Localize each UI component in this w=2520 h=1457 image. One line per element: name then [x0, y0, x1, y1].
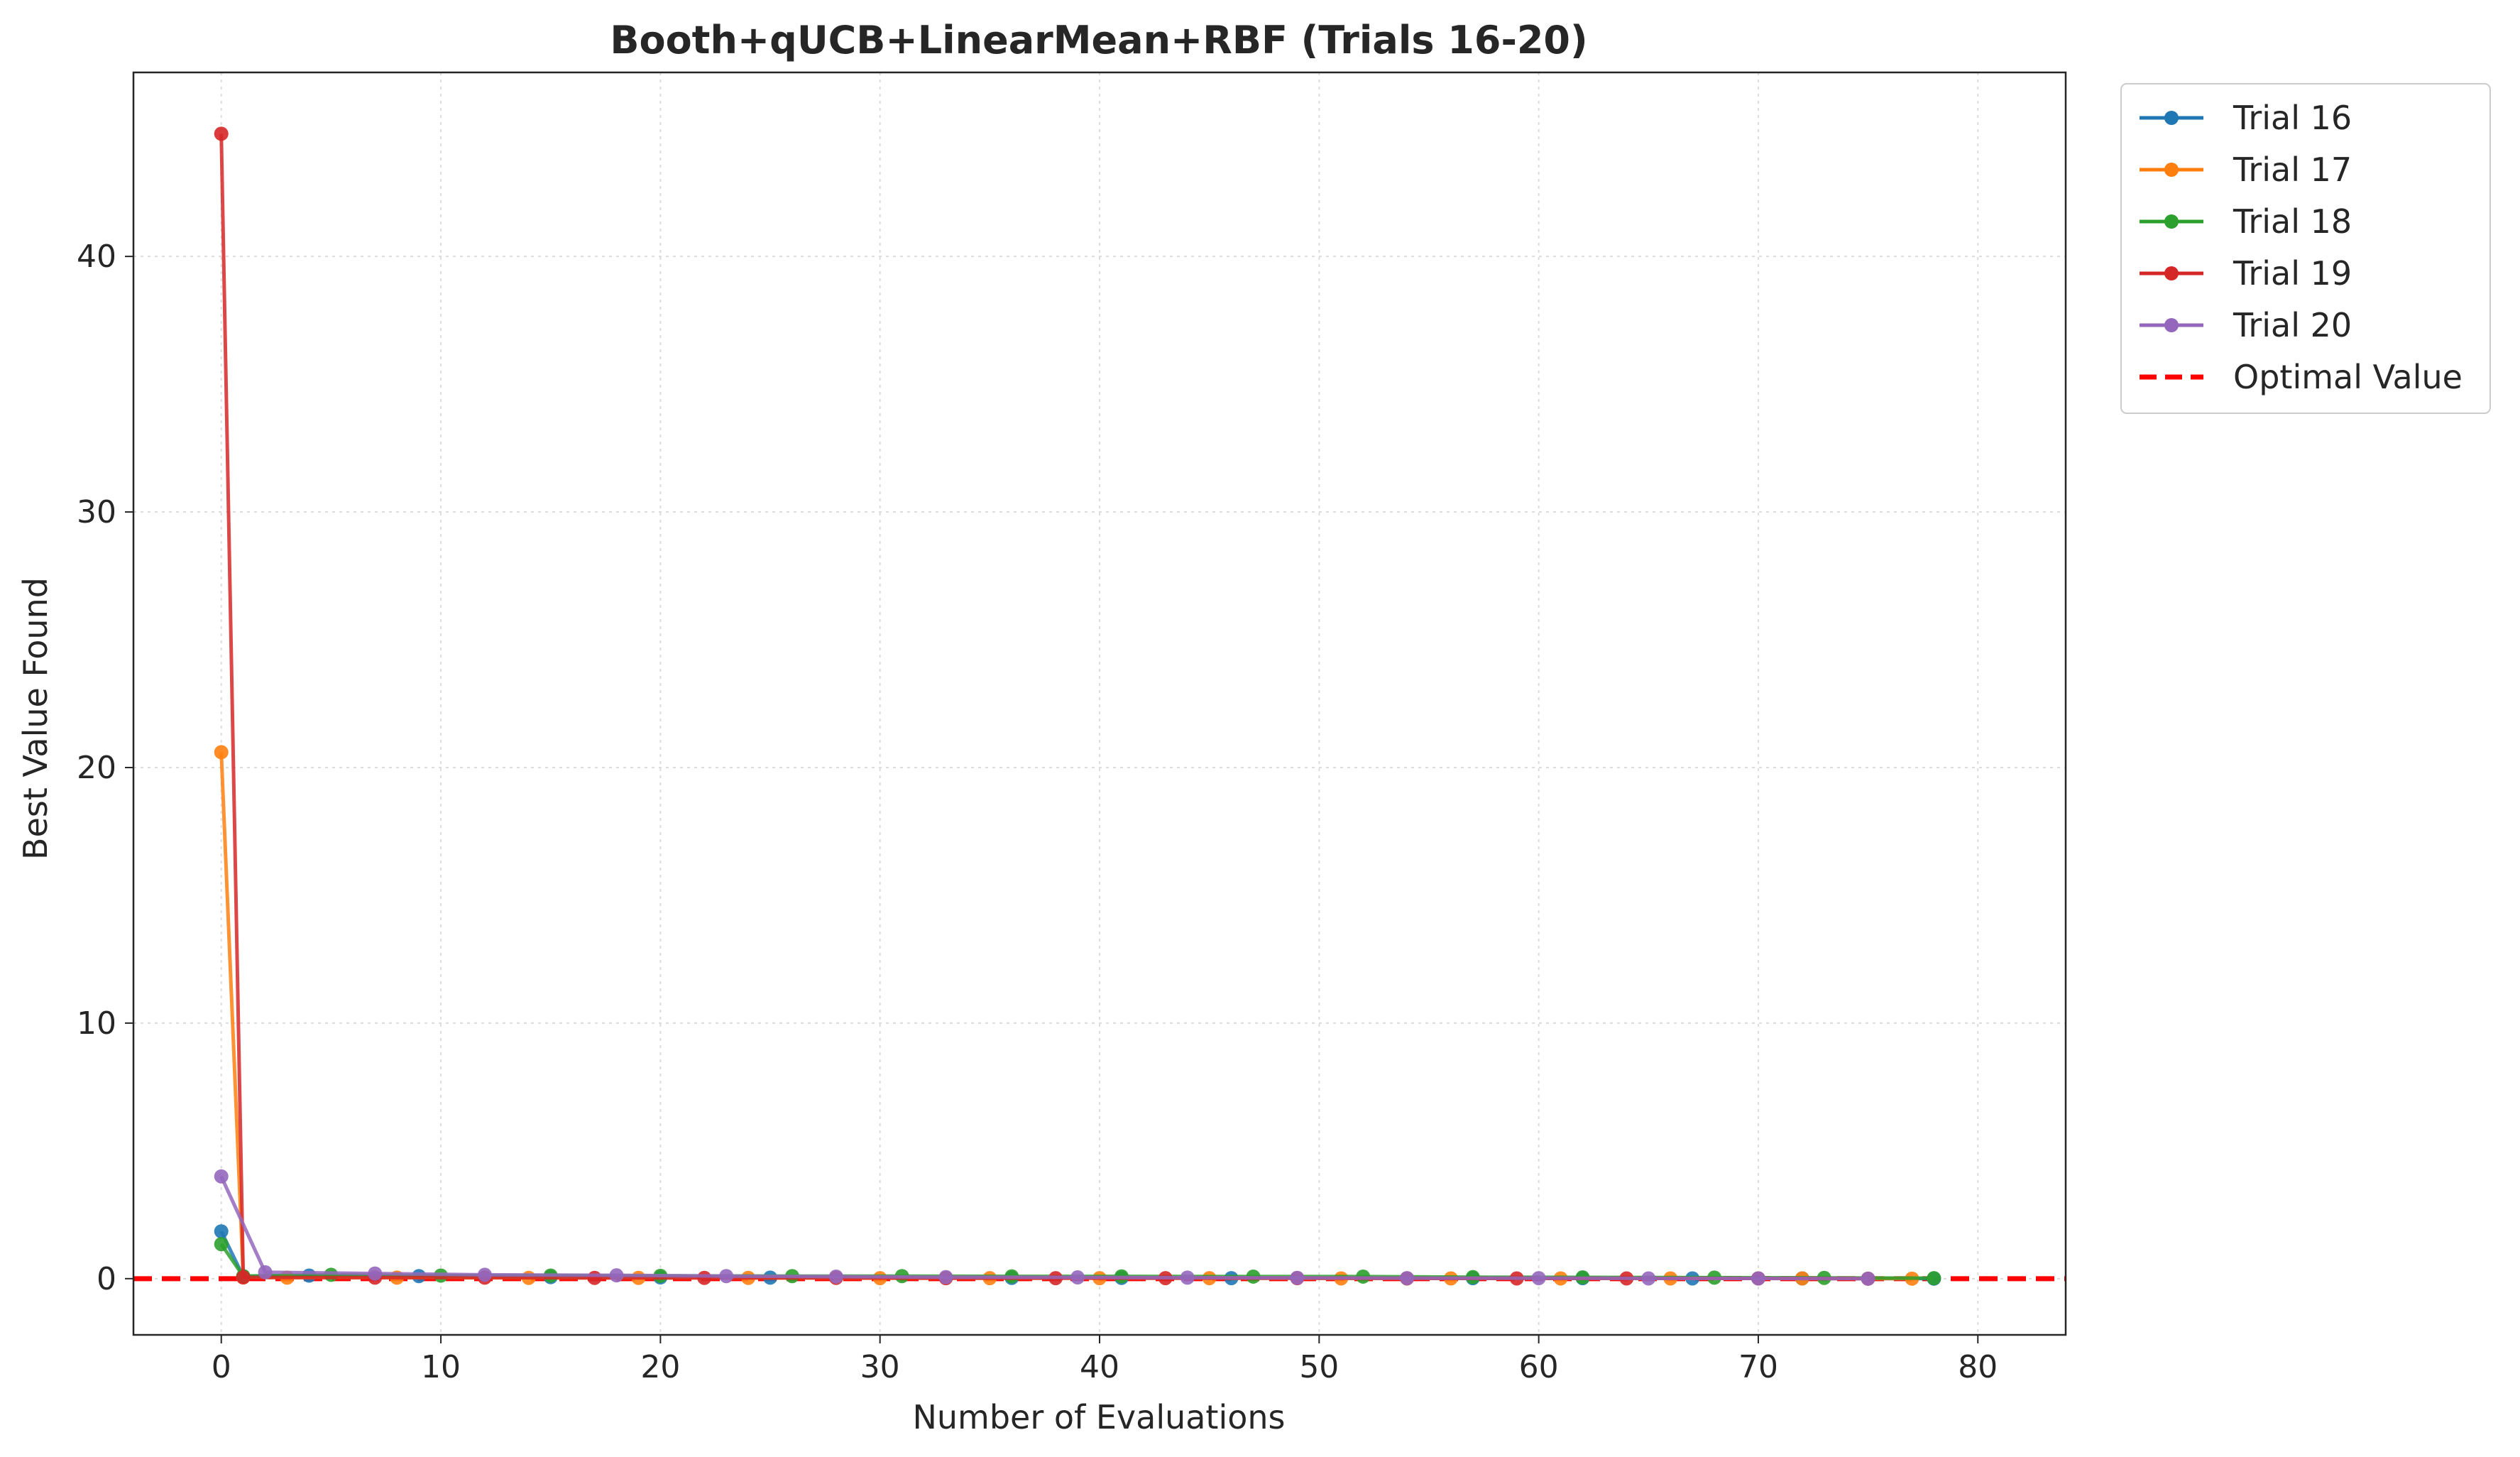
data-point-4-11 — [1400, 1271, 1415, 1286]
legend-marker-1 — [2164, 163, 2179, 177]
series-group — [214, 126, 1941, 1286]
x-tick-label-5: 50 — [1299, 1349, 1339, 1385]
y-axis-ticks: 0 10 20 30 40 — [77, 239, 133, 1297]
legend-label-5: Optimal Value — [2233, 358, 2463, 396]
data-point-4-2 — [368, 1266, 383, 1281]
data-point-4-10 — [1290, 1270, 1305, 1285]
legend-label-2: Trial 18 — [2233, 202, 2352, 241]
data-point-4-15 — [1861, 1271, 1875, 1286]
data-point-4-8 — [1070, 1270, 1085, 1285]
legend-marker-3 — [2164, 266, 2179, 280]
data-point-3-4 — [587, 1270, 602, 1285]
x-tick-label-0: 0 — [212, 1349, 231, 1385]
x-tick-label-2: 20 — [640, 1349, 680, 1385]
legend-label-1: Trial 17 — [2233, 151, 2352, 189]
data-point-4-13 — [1641, 1271, 1656, 1286]
data-point-4-14 — [1751, 1271, 1765, 1286]
legend-entry-4: Trial 20 — [2140, 306, 2352, 344]
legend-marker-2 — [2164, 214, 2179, 229]
data-point-4-9 — [1180, 1270, 1195, 1285]
y-tick-label-4: 40 — [77, 239, 116, 275]
data-point-2-16 — [1927, 1271, 1941, 1286]
legend: Trial 16 Trial 17 Trial 18 Trial 19 Trial 20… — [2120, 83, 2491, 414]
x-tick-label-3: 30 — [860, 1349, 900, 1385]
data-point-4-5 — [719, 1269, 734, 1284]
y-tick-label-0: 0 — [97, 1261, 116, 1297]
x-tick-label-4: 40 — [1080, 1349, 1119, 1385]
data-point-1-0 — [214, 745, 229, 760]
legend-entry-2: Trial 18 — [2140, 202, 2352, 241]
x-tick-label-1: 10 — [421, 1349, 461, 1385]
y-tick-label-3: 30 — [77, 494, 116, 530]
legend-box — [2120, 83, 2491, 414]
data-point-3-1 — [236, 1270, 251, 1285]
legend-label-3: Trial 19 — [2233, 254, 2352, 293]
series-line-4 — [219, 1175, 1868, 1281]
x-tick-label-8: 80 — [1958, 1349, 1998, 1385]
data-point-4-7 — [938, 1270, 953, 1284]
legend-entry-5: Optimal Value — [2140, 358, 2463, 396]
legend-entry-1: Trial 17 — [2140, 151, 2352, 189]
data-point-4-4 — [609, 1268, 624, 1283]
data-point-4-1 — [258, 1265, 273, 1279]
data-point-4-12 — [1531, 1271, 1546, 1286]
x-tick-label-7: 70 — [1738, 1349, 1778, 1385]
data-point-0-0 — [214, 1224, 229, 1239]
x-axis-ticks: 0 10 20 30 40 50 60 70 80 — [212, 1335, 1998, 1385]
legend-marker-0 — [2164, 111, 2179, 125]
legend-label-0: Trial 16 — [2233, 99, 2352, 137]
y-tick-label-2: 20 — [77, 750, 116, 786]
legend-marker-4 — [2164, 318, 2179, 332]
y-axis-label: Best Value Found — [16, 577, 55, 860]
chart-title: Booth+qUCB+LinearMean+RBF (Trials 16-20) — [610, 18, 1587, 62]
series-trial-20 — [214, 1169, 1875, 1286]
legend-label-4: Trial 20 — [2233, 306, 2352, 344]
data-point-3-5 — [697, 1270, 712, 1285]
legend-entry-0: Trial 16 — [2140, 99, 2352, 137]
legend-entry-3: Trial 19 — [2140, 254, 2352, 293]
x-tick-label-6: 60 — [1519, 1349, 1559, 1385]
data-point-3-0 — [214, 126, 229, 141]
data-point-4-3 — [477, 1267, 492, 1282]
y-tick-label-1: 10 — [77, 1005, 116, 1042]
x-axis-label: Number of Evaluations — [912, 1398, 1285, 1436]
data-point-4-0 — [214, 1169, 229, 1184]
data-point-4-6 — [828, 1269, 843, 1284]
data-point-2-0 — [214, 1237, 229, 1252]
